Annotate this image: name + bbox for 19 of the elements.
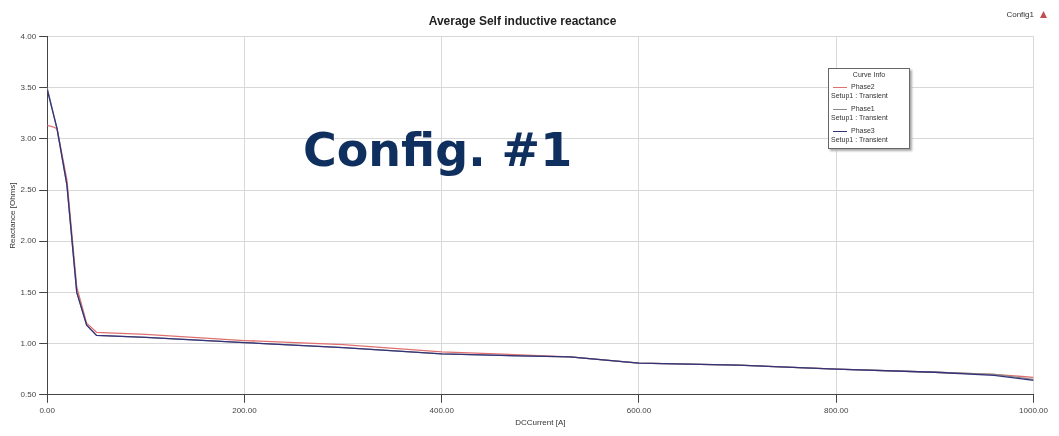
y-tick-label: 1.00 xyxy=(20,338,37,348)
y-axis-title: Reactance [Ohms] xyxy=(8,182,17,249)
x-tick-label: 400.00 xyxy=(429,405,455,415)
x-tick-label: 800.00 xyxy=(824,405,850,415)
chart-title: Average Self inductive reactance xyxy=(428,13,617,28)
y-tick-label: 0.50 xyxy=(20,390,37,399)
annotation: Config. #1 xyxy=(303,123,573,177)
y-tick-label: 3.00 xyxy=(20,134,37,143)
y-tick-label: 4.00 xyxy=(20,31,37,41)
x-tick-label: 600.00 xyxy=(626,405,652,415)
x-axis-title: DCCurrent [A] xyxy=(515,418,566,428)
y-tick-label: 3.50 xyxy=(20,82,37,92)
text: Config1 xyxy=(1006,10,1034,19)
x-tick-label: 1000.00 xyxy=(1019,405,1049,415)
y-tick-label: 2.50 xyxy=(20,185,37,195)
x-tick-label: 0.00 xyxy=(39,405,56,415)
x-tick-label: 200.00 xyxy=(232,405,258,415)
y-tick-label: 1.50 xyxy=(20,287,37,297)
y-tick-label: 2.00 xyxy=(20,236,37,246)
